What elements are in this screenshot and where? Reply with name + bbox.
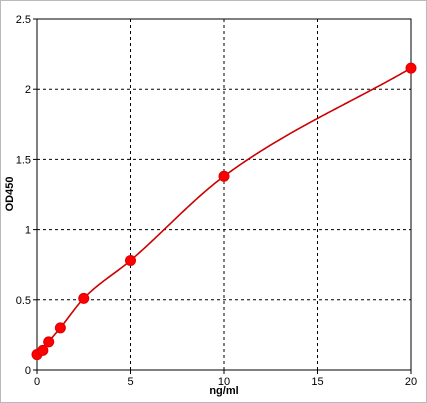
data-point xyxy=(43,336,55,348)
x-tick-label: 0 xyxy=(34,376,40,388)
point-layer xyxy=(31,62,417,361)
data-point xyxy=(78,292,90,304)
y-tick-label: 0.5 xyxy=(16,295,31,307)
data-point xyxy=(54,322,66,334)
y-tick-label: 2 xyxy=(25,84,31,96)
x-tick-label: 20 xyxy=(405,376,417,388)
data-point xyxy=(37,344,49,356)
x-tick-label: 10 xyxy=(218,376,230,388)
y-axis-title: OD450 xyxy=(4,177,16,212)
tick-layer: 0 5 10 15 20 0 0.5 1 1.5 2 2.5 xyxy=(16,14,417,388)
y-tick-label: 2.5 xyxy=(16,14,31,26)
grid-layer xyxy=(37,19,411,370)
x-tick-label: 15 xyxy=(311,376,323,388)
data-point xyxy=(125,254,136,266)
data-point xyxy=(218,170,230,182)
data-point xyxy=(405,62,417,74)
y-tick-label: 1 xyxy=(25,225,31,237)
y-tick-label: 1.5 xyxy=(16,154,31,166)
y-tick-label: 0 xyxy=(25,365,31,377)
x-tick-label: 5 xyxy=(127,376,133,388)
x-axis-title: ng/ml xyxy=(209,385,238,397)
